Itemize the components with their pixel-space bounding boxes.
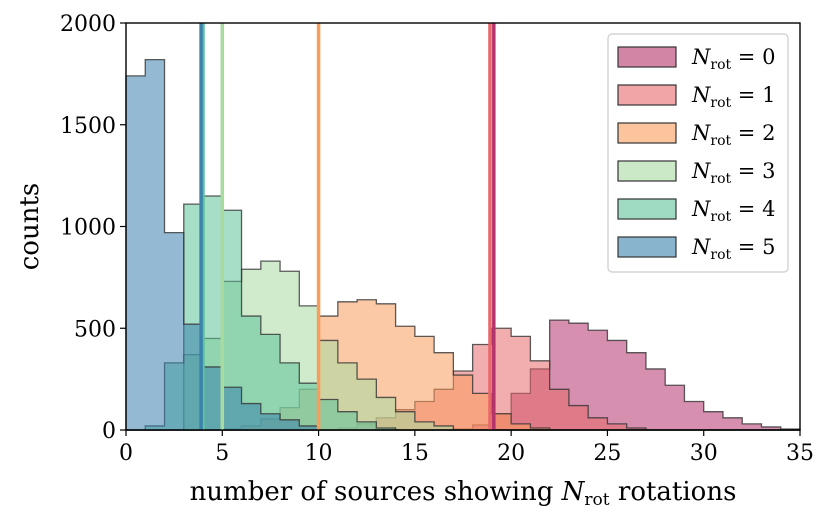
legend-label: Nrot = 1 — [691, 83, 775, 111]
legend-label: Nrot = 4 — [691, 197, 775, 225]
y-tick-label: 500 — [74, 317, 116, 342]
legend-swatch — [617, 84, 677, 106]
y-tick-label: 1000 — [60, 216, 116, 241]
legend-entry-4: Nrot = 4 — [617, 197, 775, 225]
legend-entry-3: Nrot = 3 — [617, 159, 775, 187]
x-tick-label: 35 — [786, 441, 814, 466]
x-tick-label: 10 — [305, 441, 333, 466]
legend-swatch — [617, 160, 677, 182]
y-tick-label: 2000 — [60, 12, 116, 37]
x-axis-label: number of sources showing Nrot rotations — [190, 477, 737, 510]
y-tick-label: 0 — [102, 419, 116, 444]
x-axis-ticks: 0 5 10 15 20 25 30 35 — [119, 430, 814, 466]
y-axis-label: counts — [15, 183, 45, 271]
legend-swatch — [617, 198, 677, 220]
legend: Nrot = 0 Nrot = 1 Nrot = 2 Nrot = 3 Nrot = 4… — [607, 33, 789, 273]
mean-lines — [199, 23, 496, 430]
legend-entry-2: Nrot = 2 — [617, 121, 775, 149]
legend-entry-0: Nrot = 0 — [617, 45, 775, 73]
legend-label: Nrot = 2 — [691, 121, 775, 149]
legend-label: Nrot = 5 — [691, 235, 775, 263]
x-axis-label-suffix: rotations — [610, 477, 737, 507]
x-tick-label: 0 — [119, 441, 133, 466]
legend-entry-5: Nrot = 5 — [617, 235, 775, 263]
x-tick-label: 5 — [215, 441, 229, 466]
y-axis-ticks: 0 500 1000 1500 2000 — [60, 12, 126, 444]
legend-swatch — [617, 122, 677, 144]
legend-label: Nrot = 3 — [691, 159, 775, 187]
x-tick-label: 30 — [690, 441, 718, 466]
x-tick-label: 20 — [497, 441, 525, 466]
x-axis-label-subscript: rot — [584, 490, 609, 510]
y-tick-label: 1500 — [60, 114, 116, 139]
legend-swatch — [617, 46, 677, 68]
x-tick-label: 15 — [401, 441, 429, 466]
x-axis-label-symbol: N — [561, 477, 586, 507]
legend-entries: Nrot = 0 Nrot = 1 Nrot = 2 Nrot = 3 Nrot = 4… — [617, 45, 775, 263]
legend-label: Nrot = 0 — [691, 45, 775, 73]
x-axis-label-prefix: number of sources showing — [190, 477, 562, 507]
legend-swatch — [617, 236, 677, 258]
legend-entry-1: Nrot = 1 — [617, 83, 775, 111]
x-tick-label: 25 — [593, 441, 621, 466]
